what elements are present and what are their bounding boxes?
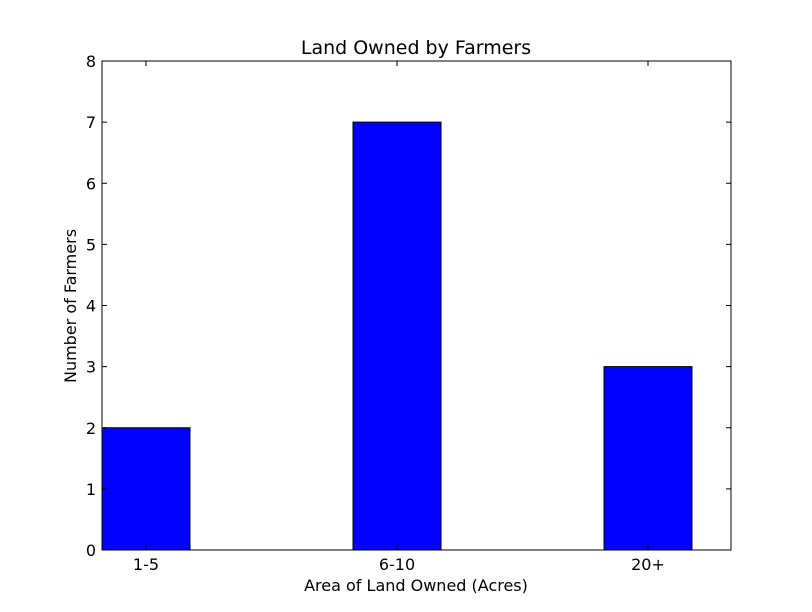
y-tick-label: 2	[86, 419, 96, 438]
x-axis-label: Area of Land Owned (Acres)	[304, 576, 528, 595]
y-tick-label: 3	[86, 358, 96, 377]
x-tick-label: 20+	[631, 555, 665, 574]
y-tick-label: 5	[86, 235, 96, 254]
y-tick-label: 0	[86, 541, 96, 560]
bar-20+	[603, 366, 693, 551]
x-tick-label: 6-10	[379, 555, 415, 574]
y-tick-label: 8	[86, 52, 96, 71]
bar-1-5	[101, 427, 191, 551]
bars-layer	[101, 121, 693, 551]
x-tick-label: 1-5	[133, 555, 159, 574]
y-tick-label: 7	[86, 113, 96, 132]
plot-area-frame	[101, 60, 732, 551]
y-tick-label: 4	[86, 297, 96, 316]
y-tick-label: 1	[86, 480, 96, 499]
y-tick-label: 6	[86, 174, 96, 193]
bar-6-10	[352, 121, 442, 551]
y-axis-label: Number of Farmers	[61, 229, 80, 383]
chart-title: Land Owned by Farmers	[301, 37, 531, 59]
